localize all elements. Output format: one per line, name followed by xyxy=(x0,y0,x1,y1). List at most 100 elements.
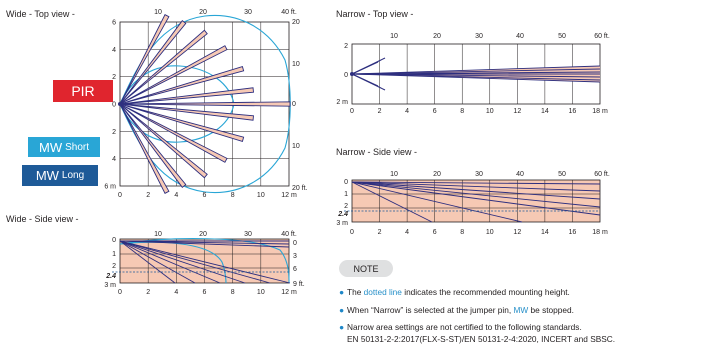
ft-tick-label: 60 ft. xyxy=(594,33,610,40)
m-tick-label: 8 xyxy=(460,108,464,115)
sensor-origin-dot xyxy=(350,72,354,76)
m-tick-label: 10 xyxy=(486,229,494,236)
left-tick-label: 0 xyxy=(344,72,348,79)
m-tick-label: 10 xyxy=(486,108,494,115)
m-tick-label: 0 xyxy=(118,192,122,199)
pir-beam xyxy=(119,103,187,188)
pir-narrow-side-beam xyxy=(351,181,433,223)
ft-tick-label: 60 ft. xyxy=(594,171,610,178)
m-tick-label: 14 xyxy=(541,108,549,115)
note-3-text: Narrow area settings are not certified t… xyxy=(347,322,582,332)
ft-tick-label: 10 xyxy=(154,231,162,238)
m-tick-label: 4 xyxy=(405,108,409,115)
m-tick-label: 2 xyxy=(146,289,150,296)
pir-beam xyxy=(119,20,187,105)
pir-side-beam xyxy=(119,240,291,284)
left-tick-label: 0 xyxy=(344,179,348,186)
m-tick-label: 6 xyxy=(433,229,437,236)
left-tick-label: 4 xyxy=(112,156,116,163)
ft-tick-label: 30 xyxy=(244,9,252,16)
m-tick-label: 4 xyxy=(174,289,178,296)
note-2-post: be stopped. xyxy=(528,305,574,315)
narrow-side-grid-frame xyxy=(351,179,601,223)
mw-short-legend-tag: MW Short xyxy=(28,137,100,157)
left-tick-label: 6 xyxy=(112,20,116,27)
note-item-3-continued: EN 50131-2-2:2017(FLX-S-ST)/EN 50131-2-4… xyxy=(347,334,616,344)
left-tick-label: 2 xyxy=(112,74,116,81)
ft-tick-label: 30 xyxy=(475,33,483,40)
pir-side-beam xyxy=(119,240,271,284)
m-tick-label: 16 xyxy=(569,108,577,115)
narrow-top-title: Narrow - Top view - xyxy=(336,9,414,19)
m-tick-label: 0 xyxy=(350,108,354,115)
pir-beam xyxy=(119,103,208,179)
pir-beam xyxy=(119,87,254,105)
note-1-post: indicates the recommended mounting heigh… xyxy=(401,287,570,297)
m-tick-label: 0 xyxy=(118,289,122,296)
pir-narrow-side-beam xyxy=(351,181,601,208)
pir-side-beam xyxy=(119,240,246,284)
left-tick-label: 2 xyxy=(112,263,116,270)
left-tick-label: 0 xyxy=(112,102,116,109)
right-tick-label: 10 xyxy=(292,61,300,68)
left-tick-label: 3 m xyxy=(104,282,116,289)
m-tick-label: 6 xyxy=(433,108,437,115)
pir-beam xyxy=(119,45,228,105)
pir-side-beam xyxy=(119,240,290,245)
m-tick-label: 4 xyxy=(174,192,178,199)
m-tick-label: 2 xyxy=(378,108,382,115)
m-tick-label: 18 m xyxy=(592,229,608,236)
note-2-highlight: MW xyxy=(513,305,529,315)
pir-narrow-beam xyxy=(351,68,601,75)
mounting-height-label: 2.4 xyxy=(105,273,116,280)
bullet-dot-icon: ● xyxy=(339,322,345,332)
pir-narrow-side-beam xyxy=(351,181,601,200)
m-tick-label: 12 m xyxy=(281,289,297,296)
note-badge: NOTE xyxy=(339,260,393,277)
ft-tick-label: 40 ft. xyxy=(281,231,297,238)
pir-side-beam xyxy=(119,240,176,284)
ft-tick-label: 50 xyxy=(558,171,566,178)
mw-long-suffix: Long xyxy=(61,170,85,181)
pir-side-beam xyxy=(119,240,221,284)
pir-narrow-short-beam xyxy=(351,73,379,87)
mw-long-side-contour xyxy=(119,238,290,284)
ft-tick-label: 20 xyxy=(199,9,207,16)
ft-tick-label: 40 xyxy=(516,33,524,40)
m-tick-label: 4 xyxy=(405,229,409,236)
pir-beam xyxy=(119,14,170,105)
m-tick-label: 8 xyxy=(231,289,235,296)
left-tick-label: 0 xyxy=(112,237,116,244)
m-tick-label: 10 xyxy=(257,192,265,199)
ft-tick-label: 40 xyxy=(516,171,524,178)
pir-narrow-short-beam xyxy=(351,61,379,75)
mw-long-label: MW xyxy=(35,168,59,183)
m-tick-label: 2 xyxy=(378,229,382,236)
note-item-3: ● Narrow area settings are not certified … xyxy=(339,322,582,332)
left-tick-label: 4 xyxy=(112,47,116,54)
left-tick-label: 2 xyxy=(112,129,116,136)
ft-tick-label: 20 xyxy=(433,33,441,40)
ft-tick-label: 40 ft. xyxy=(281,9,297,16)
bullet-dot-icon: ● xyxy=(339,305,345,315)
bullet-dot-icon: ● xyxy=(339,287,345,297)
ft-tick-label: 10 xyxy=(154,9,162,16)
wide-top-title: Wide - Top view - xyxy=(6,9,75,19)
pir-narrow-side-beam xyxy=(351,181,601,185)
right-tick-label: 0 xyxy=(293,240,297,247)
mw-short-label: MW xyxy=(38,139,63,155)
m-tick-label: 10 xyxy=(257,289,265,296)
left-tick-label: 2 m xyxy=(336,99,348,106)
left-tick-label: 2 xyxy=(344,203,348,210)
pir-narrow-beam xyxy=(351,73,601,83)
right-tick-label: 6 xyxy=(293,266,297,273)
mw-long-legend-tag: MW Long xyxy=(22,165,98,186)
m-tick-label: 12 xyxy=(513,229,521,236)
left-tick-label: 6 m xyxy=(104,184,116,191)
right-tick-label: 3 xyxy=(293,253,297,260)
right-tick-label: 20 xyxy=(292,19,300,26)
ft-tick-label: 10 xyxy=(390,33,398,40)
